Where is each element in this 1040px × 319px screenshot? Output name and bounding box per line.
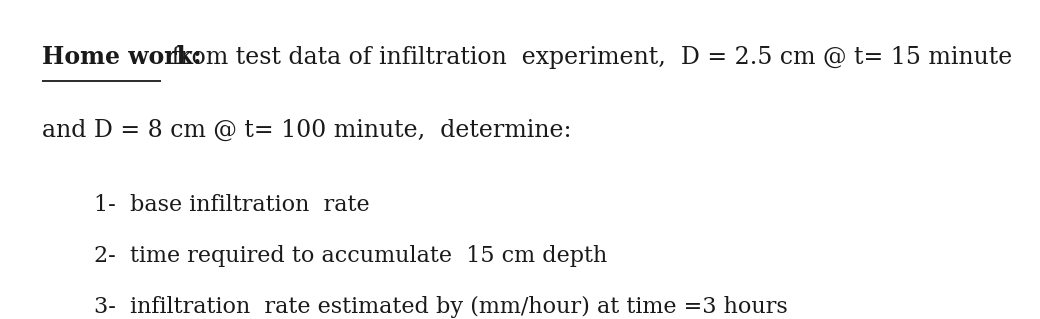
- Text: 3-  infiltration  rate estimated by (mm/hour) at time =3 hours: 3- infiltration rate estimated by (mm/ho…: [94, 295, 787, 318]
- Text: 1-  base infiltration  rate: 1- base infiltration rate: [94, 194, 369, 216]
- Text: 2-  time required to accumulate  15 cm depth: 2- time required to accumulate 15 cm dep…: [94, 245, 607, 267]
- Text: from test data of infiltration  experiment,  D = 2.5 cm @ t= 15 minute: from test data of infiltration experimen…: [164, 46, 1013, 69]
- Text: and D = 8 cm @ t= 100 minute,  determine:: and D = 8 cm @ t= 100 minute, determine:: [42, 119, 571, 142]
- Text: Home work:: Home work:: [42, 45, 201, 69]
